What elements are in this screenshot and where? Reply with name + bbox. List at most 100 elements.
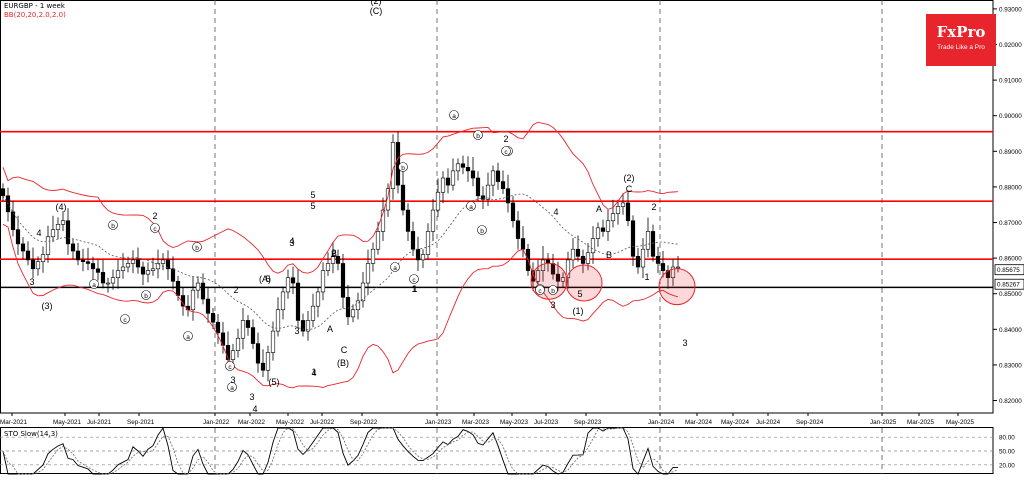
wave-label-ring [409, 274, 419, 284]
candle-body [290, 277, 296, 284]
x-tick-label: Jan-2023 [425, 419, 452, 426]
candle-body [75, 250, 81, 261]
candle-body [455, 163, 461, 172]
x-tick-label: Mar-2022 [238, 419, 265, 426]
candle-body [535, 270, 541, 282]
wave-label: 4 [36, 228, 41, 238]
wave-label: 4 [252, 404, 257, 414]
candle-body [355, 300, 361, 311]
wave-label: 5 [310, 201, 315, 211]
candle-body [260, 362, 266, 371]
candle-body [490, 170, 496, 186]
candle-body [230, 350, 236, 360]
candle-body [70, 243, 76, 252]
candle-body [255, 343, 261, 364]
wave-label-ring [473, 130, 483, 140]
candle-body [600, 227, 606, 232]
candle-body [475, 177, 481, 197]
candle-body [640, 248, 646, 268]
wave-label-ring [192, 242, 202, 252]
wave-label: 3 [294, 326, 299, 336]
annotation-circle [565, 264, 603, 302]
x-tick-label: Jul-2023 [534, 419, 559, 426]
wave-label: 2 [331, 248, 336, 258]
wave-label: a [469, 204, 473, 211]
candle-body [425, 231, 431, 255]
x-tick-label: Jul-2021 [87, 419, 112, 426]
annotation-circle [658, 268, 696, 306]
candle-body [420, 254, 426, 261]
bollinger-mid [2, 193, 679, 331]
x-tick-label: Sep-2022 [350, 419, 378, 426]
candle-body [630, 220, 636, 257]
candle-body [585, 252, 591, 264]
candle-body [105, 282, 111, 285]
candle-body [660, 263, 666, 271]
candle-body [150, 268, 156, 271]
candle-body [520, 238, 526, 250]
wave-label: 5 [577, 289, 582, 299]
candle-body [580, 256, 586, 264]
candle-body [675, 266, 681, 269]
wave-label: c [538, 288, 542, 295]
y-tick-label: 0.82000 [999, 398, 1022, 405]
candle-body [470, 170, 476, 179]
x-tick-label: Sep-2024 [796, 419, 824, 426]
candle-body [275, 309, 281, 332]
candle-body [65, 220, 71, 245]
candle-body [325, 263, 331, 271]
candle-body [530, 270, 536, 282]
candle-body [610, 213, 616, 222]
wave-label: C [341, 345, 348, 355]
candle-body [160, 259, 166, 264]
candle-body [655, 256, 661, 264]
candle-body [225, 345, 231, 360]
candle-body [415, 248, 421, 261]
candle-body [85, 261, 91, 264]
x-tick-label: Jan-2022 [203, 419, 230, 426]
chart-title: EURGBP - 1 week [4, 2, 65, 10]
wave-label: b [551, 288, 555, 295]
wave-label: 1 [311, 367, 316, 377]
candle-body [20, 243, 26, 252]
candle-body [45, 236, 51, 255]
candle-body [625, 202, 631, 222]
candle-body [0, 188, 6, 197]
candle-body [80, 259, 86, 262]
x-tick-label: Mar-2024 [685, 419, 712, 426]
wave-label-ring [535, 285, 545, 295]
main-frame [0, 0, 994, 414]
sto-frame [0, 427, 994, 474]
wave-label-ring [141, 290, 151, 300]
sto-level-label: 80.00 [999, 435, 1015, 442]
wave-label: c [228, 364, 232, 371]
candle-body [345, 296, 351, 318]
wave-label: a [230, 385, 234, 392]
candle-body [375, 231, 381, 250]
wave-label-ring [183, 331, 193, 341]
candle-body [590, 238, 596, 254]
candle-body [405, 209, 411, 232]
wave-label-ring [89, 279, 99, 289]
candle-body [140, 266, 146, 275]
candle-body [320, 270, 326, 293]
candle-body [25, 250, 31, 261]
candle-body [595, 227, 601, 239]
wave-label: (A) [259, 274, 271, 284]
candle-body [635, 256, 641, 268]
x-tick-label: Jan-2024 [648, 419, 675, 426]
candle-body [265, 352, 271, 371]
wave-label: (C) [370, 6, 383, 16]
candle-body [350, 309, 356, 318]
candle-body [430, 209, 436, 232]
wave-label: (3) [42, 301, 53, 311]
x-tick-label: May-2022 [276, 419, 304, 426]
candle-body [125, 263, 131, 268]
candle-body [485, 184, 491, 200]
candle-body [495, 170, 501, 182]
wave-label: 4 [289, 236, 294, 246]
x-tick-label: Sep-2021 [127, 419, 155, 426]
wave-label: (1) [573, 306, 584, 316]
candle-body [195, 282, 201, 291]
